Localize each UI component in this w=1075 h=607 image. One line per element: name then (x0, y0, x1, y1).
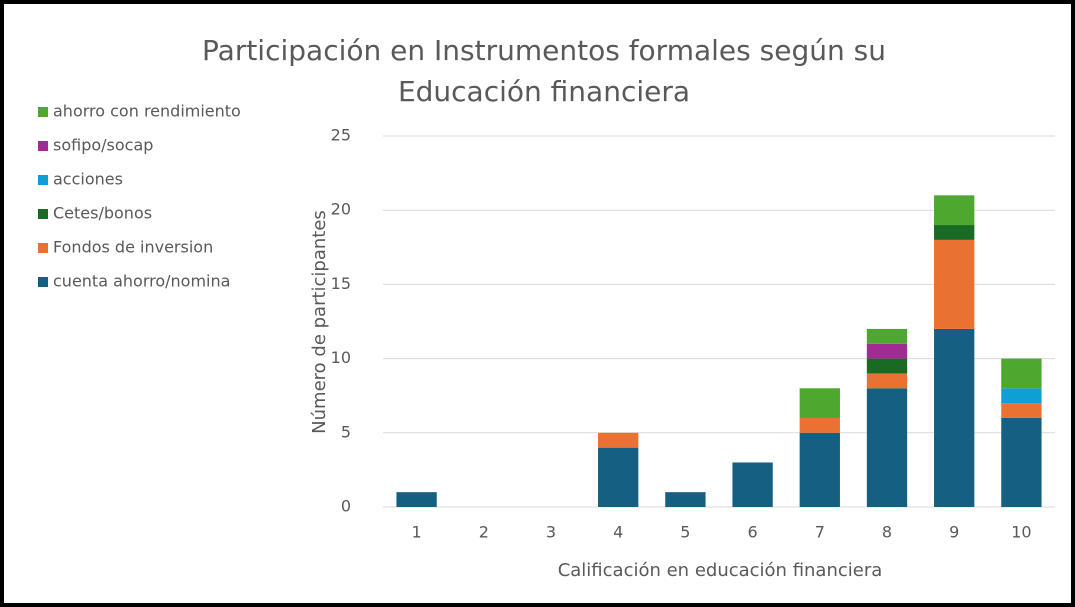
y-tick-label: 0 (341, 497, 351, 516)
chart: Número de participantes Calificación en … (38, 102, 1055, 581)
chart-frame: Participación en Instrumentos formales s… (4, 4, 1071, 603)
bar-segment (396, 492, 437, 507)
bar-segment (866, 388, 908, 507)
bar-segment (732, 462, 773, 507)
bar-segment (598, 447, 639, 507)
x-tick-label: 2 (479, 523, 489, 542)
x-tick-label: 1 (412, 523, 422, 542)
y-tick-label: 25 (331, 126, 351, 145)
y-tick-label: 10 (331, 348, 351, 367)
legend-swatch (38, 107, 48, 117)
legend-label: ahorro con rendimiento (53, 102, 241, 121)
legend-label: sofipo/socap (53, 136, 153, 155)
bar-segment (934, 225, 975, 240)
legend-swatch (38, 277, 48, 287)
x-tick-label: 7 (815, 523, 825, 542)
x-axis-label: Calificación en educación financiera (558, 560, 883, 581)
bar-segment (1001, 388, 1042, 404)
x-tick-label: 6 (748, 523, 758, 542)
bar-segment (799, 388, 840, 418)
legend-swatch (38, 243, 48, 253)
x-tick-label: 4 (613, 523, 623, 542)
bar-segment (866, 343, 908, 359)
bar-segment (866, 358, 908, 374)
bar-segment (934, 195, 975, 226)
bar-segment (1001, 403, 1042, 418)
legend-label: Fondos de inversion (53, 238, 213, 257)
y-tick-label: 20 (331, 200, 351, 219)
chart-title: Participación en Instrumentos formales s… (202, 34, 886, 108)
x-tick-label: 8 (882, 523, 892, 542)
y-tick-label: 15 (331, 274, 351, 293)
x-tick-label: 3 (546, 523, 556, 542)
legend-label: acciones (53, 170, 123, 189)
legend-swatch (38, 209, 48, 219)
bar-segment (934, 328, 975, 507)
x-tick-label: 5 (680, 523, 690, 542)
x-tick-label: 9 (949, 523, 959, 542)
legend-label: Cetes/bonos (53, 204, 152, 223)
bar-segment (1001, 417, 1042, 507)
bar-segment (799, 432, 840, 507)
legend-swatch (38, 141, 48, 151)
x-tick-label: 10 (1011, 523, 1031, 542)
bar-segment (934, 239, 975, 329)
bar-segment (598, 432, 639, 448)
y-axis-label: Número de participantes (309, 210, 330, 434)
legend-label: cuenta ahorro/nomina (53, 272, 230, 291)
bar-segment (665, 492, 706, 507)
bar-segment (799, 417, 840, 433)
y-tick-label: 5 (341, 422, 351, 441)
bar-segment (866, 328, 908, 344)
bar-segment (866, 373, 908, 389)
bar-segment (1001, 358, 1042, 389)
legend-swatch (38, 175, 48, 185)
